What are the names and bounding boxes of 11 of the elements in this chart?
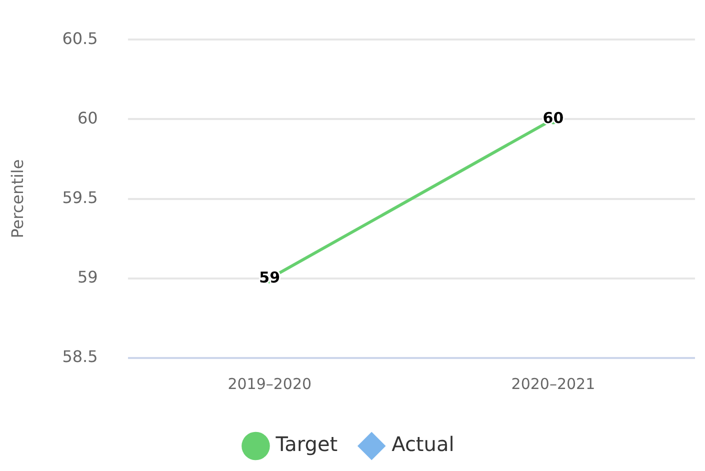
y-tick-label: 59.5 bbox=[62, 188, 98, 207]
x-tick-label: 2020–2021 bbox=[511, 374, 596, 393]
data-label: 60 bbox=[542, 109, 564, 128]
y-axis-title: Percentile bbox=[8, 159, 27, 238]
legend-label: Target bbox=[274, 432, 338, 456]
y-tick-label: 59 bbox=[77, 268, 98, 287]
y-tick-label: 60.5 bbox=[62, 28, 98, 48]
legend-label: Actual bbox=[392, 432, 454, 456]
y-tick-label: 58.5 bbox=[62, 347, 98, 366]
x-tick-label: 2019–2020 bbox=[228, 374, 312, 393]
y-tick-label: 60 bbox=[77, 108, 98, 128]
